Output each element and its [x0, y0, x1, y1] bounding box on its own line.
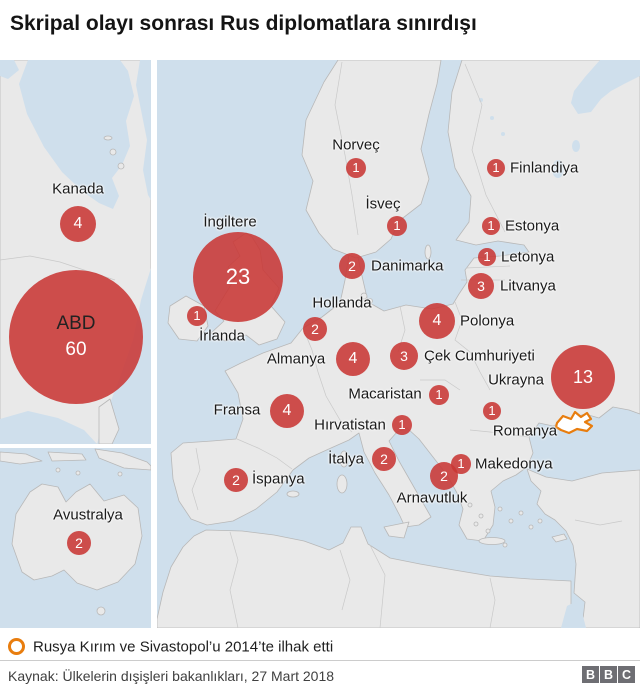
page-title: Skripal olayı sonrası Rus diplomatlara s… — [10, 12, 477, 35]
bbc-logo-letter: C — [618, 666, 635, 683]
australia-inset-map — [0, 448, 151, 628]
crimea-legend-text: Rusya Kırım ve Sivastopol’u 2014’te ilha… — [33, 638, 334, 656]
crimea-legend-icon — [8, 638, 25, 655]
source-text: Kaynak: Ülkelerin dışişleri bakanlıkları… — [8, 668, 335, 684]
bbc-logo-letter: B — [600, 666, 617, 683]
crimea-outline — [554, 410, 594, 435]
bbc-logo-letter: B — [582, 666, 599, 683]
europe-map — [157, 60, 640, 628]
north-america-inset-map — [0, 60, 151, 444]
footer-divider — [0, 660, 640, 661]
